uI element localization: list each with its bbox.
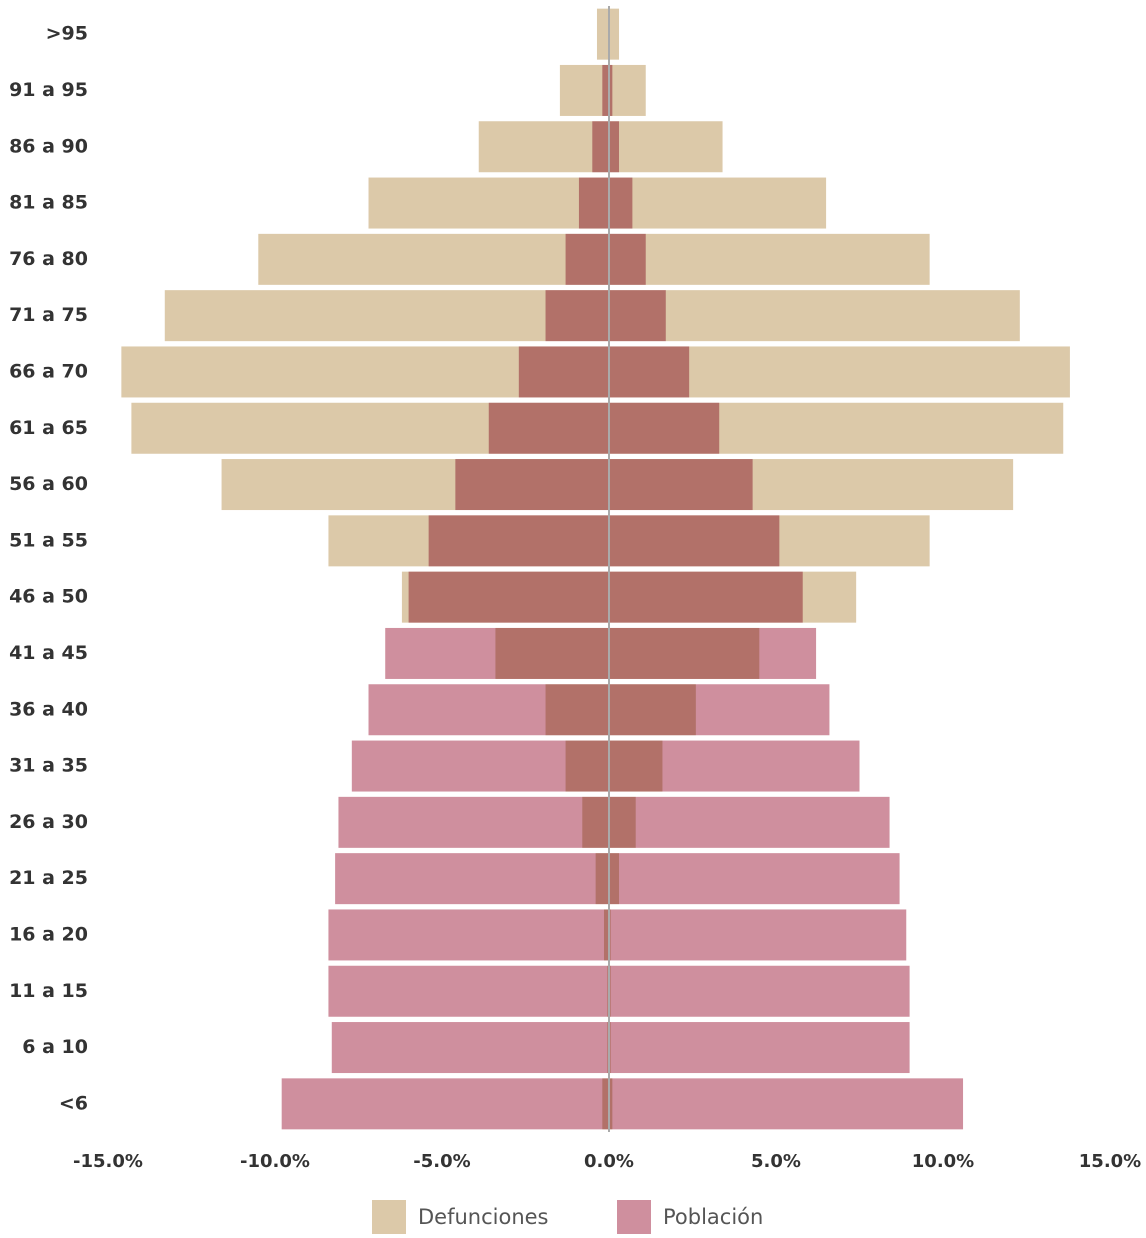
y-tick-label: 11 a 15 <box>9 980 88 1002</box>
x-tick-label: -5.0% <box>413 1151 470 1172</box>
bar <box>609 121 723 173</box>
bar <box>609 965 910 1017</box>
bar <box>455 459 609 511</box>
bar <box>609 1022 910 1074</box>
bar <box>609 459 753 511</box>
bar <box>609 233 930 285</box>
legend-label: Defunciones <box>418 1205 549 1229</box>
bar <box>609 177 633 229</box>
bar <box>338 796 609 848</box>
bar <box>281 1078 609 1130</box>
bar <box>609 233 646 285</box>
bar <box>609 402 720 454</box>
y-tick-label: 86 a 90 <box>9 135 88 157</box>
bar <box>609 64 613 116</box>
bar <box>609 1078 964 1130</box>
legend-swatch <box>617 1200 651 1234</box>
bar <box>518 346 609 398</box>
bar <box>258 233 609 285</box>
y-tick-label: 36 a 40 <box>9 698 88 720</box>
bar <box>164 290 609 342</box>
x-tick-label: 5.0% <box>751 1151 801 1172</box>
y-tick-label: 31 a 35 <box>9 755 88 777</box>
bar <box>609 290 666 342</box>
bar <box>609 8 620 60</box>
bar <box>609 796 890 848</box>
y-tick-label: 6 a 10 <box>22 1036 88 1058</box>
y-tick-label: 76 a 80 <box>9 248 88 270</box>
legend-swatch <box>372 1200 406 1234</box>
bar <box>609 290 1020 342</box>
bar <box>609 121 620 173</box>
bar <box>408 571 609 623</box>
bar <box>335 853 609 905</box>
x-tick-label: -10.0% <box>240 1151 310 1172</box>
y-tick-label: 56 a 60 <box>9 473 88 495</box>
bar <box>578 177 609 229</box>
y-tick-label: 81 a 85 <box>9 192 88 214</box>
bar <box>428 515 609 567</box>
y-tick-label: 46 a 50 <box>9 586 88 608</box>
y-tick-label: <6 <box>59 1092 88 1114</box>
bar <box>545 290 609 342</box>
x-tick-label: 10.0% <box>912 1151 974 1172</box>
y-tick-label: 91 a 95 <box>9 79 88 101</box>
bar <box>609 346 690 398</box>
bar <box>331 1022 609 1074</box>
y-tick-label: 61 a 65 <box>9 417 88 439</box>
y-tick-label: 26 a 30 <box>9 811 88 833</box>
bar <box>596 8 609 60</box>
y-tick-label: 71 a 75 <box>9 304 88 326</box>
bar <box>609 64 646 116</box>
bar <box>609 571 803 623</box>
y-tick-label: 51 a 55 <box>9 529 88 551</box>
bar <box>602 64 609 116</box>
x-tick-label: -15.0% <box>73 1151 143 1172</box>
y-tick-label: 21 a 25 <box>9 867 88 889</box>
bar <box>609 177 827 229</box>
bar <box>478 121 609 173</box>
bar <box>368 684 609 736</box>
series-group <box>121 8 1070 1130</box>
bar <box>609 515 780 567</box>
legend-label: Población <box>663 1205 763 1229</box>
bar <box>488 402 609 454</box>
bar <box>328 909 609 961</box>
x-tick-label: 0.0% <box>584 1151 634 1172</box>
series-group <box>281 8 964 1130</box>
bar <box>592 121 609 173</box>
bar <box>351 740 609 792</box>
bar <box>559 64 609 116</box>
y-tick-label: 41 a 45 <box>9 642 88 664</box>
x-tick-label: 15.0% <box>1079 1151 1141 1172</box>
bar <box>328 965 609 1017</box>
bar <box>609 627 817 679</box>
bar <box>368 177 609 229</box>
y-tick-label: 16 a 20 <box>9 923 88 945</box>
bar <box>609 853 900 905</box>
y-tick-label: 66 a 70 <box>9 360 88 382</box>
bar <box>609 740 860 792</box>
bar <box>565 233 609 285</box>
bar <box>609 684 830 736</box>
bar <box>385 627 609 679</box>
bar <box>609 909 907 961</box>
y-tick-label: >95 <box>46 23 88 45</box>
